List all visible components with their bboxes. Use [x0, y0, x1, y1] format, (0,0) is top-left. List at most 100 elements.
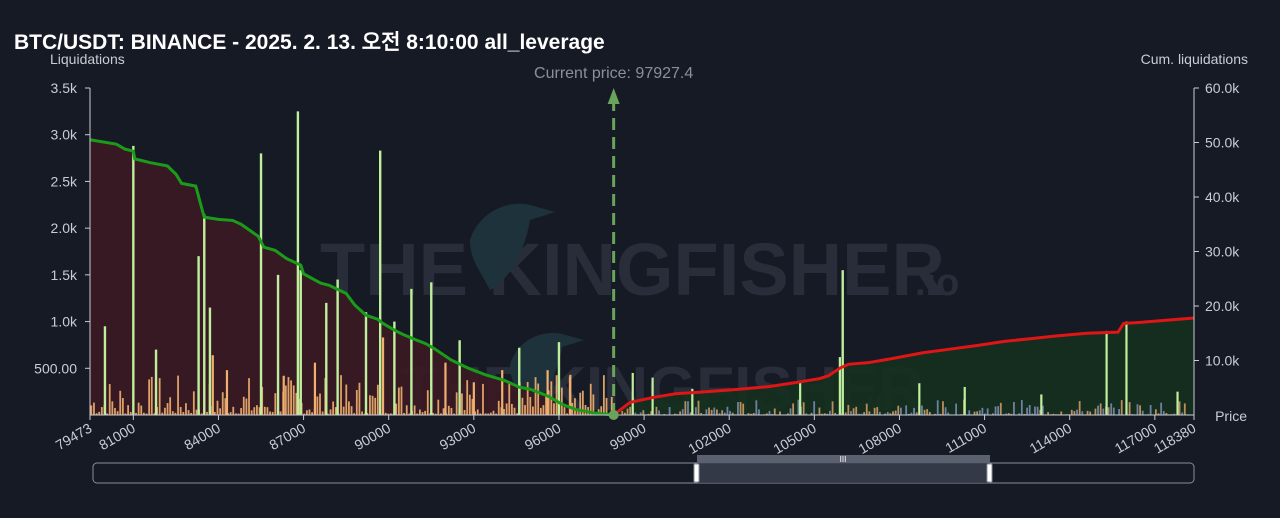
liquidation-bar — [153, 413, 156, 415]
liquidation-bar — [384, 412, 387, 415]
liquidation-bar — [563, 407, 566, 415]
liquidation-bar — [860, 413, 863, 415]
range-slider-track[interactable] — [92, 462, 1195, 484]
liquidation-bar — [876, 407, 879, 415]
cum-long-line — [89, 138, 614, 417]
liquidation-bar — [311, 412, 314, 415]
liquidation-bar — [553, 403, 555, 415]
liquidation-bar — [844, 412, 847, 415]
liquidation-bar — [319, 393, 321, 415]
range-slider-grip[interactable] — [697, 455, 990, 463]
x-axis-label: Price — [1215, 408, 1247, 424]
liquidation-bar — [106, 413, 108, 415]
liquidation-bar — [873, 407, 876, 415]
liquidation-bar — [610, 396, 613, 415]
liquidation-bar — [978, 410, 981, 415]
range-slider[interactable]: III — [92, 455, 1195, 484]
liquidation-bar — [915, 412, 918, 415]
liquidation-bar-secondary — [691, 388, 694, 415]
liquidation-bar — [142, 412, 145, 415]
liquidation-bar — [560, 387, 563, 415]
liquidation-bar — [537, 383, 540, 415]
x-tick-label: 111000 — [942, 420, 989, 456]
liquidation-bar — [432, 412, 434, 415]
liquidation-bar — [287, 377, 290, 415]
liquidation-bar-major — [557, 342, 561, 415]
liquidation-bar-secondary — [1176, 391, 1179, 415]
liquidation-bar — [148, 379, 151, 415]
liquidation-bar — [216, 400, 219, 415]
x-tick-label: 117000 — [1112, 420, 1160, 457]
liquidation-bar — [834, 413, 837, 415]
liquidation-bar — [229, 412, 232, 415]
liquidation-bar-secondary — [1105, 330, 1108, 415]
liquidation-bar — [345, 384, 348, 415]
liquidation-bar — [813, 401, 816, 415]
liquidation-bar — [108, 384, 111, 415]
left-tick-label: 500.00 — [34, 360, 77, 376]
liquidation-bar — [150, 376, 153, 415]
left-tick-label: 1.5k — [51, 267, 78, 283]
liquidation-bar — [166, 403, 169, 415]
liquidation-bar — [355, 390, 358, 415]
left-axis-label: Liquidations — [50, 51, 125, 67]
liquidation-bar — [487, 413, 490, 415]
liquidation-bar — [171, 411, 174, 415]
liquidation-bar — [516, 413, 519, 415]
liquidation-bar-secondary — [546, 370, 549, 415]
liquidation-bar-major — [458, 340, 461, 415]
liquidation-bar-major — [197, 256, 200, 415]
liquidation-bar — [863, 412, 866, 415]
range-slider-right-handle[interactable] — [986, 463, 993, 483]
liquidation-bar — [164, 407, 166, 415]
liquidation-bar — [532, 406, 534, 415]
x-tick-label: 105000 — [770, 420, 819, 457]
liquidation-bar — [1013, 402, 1015, 415]
liquidation-bar — [463, 409, 466, 415]
liquidation-bar — [395, 403, 398, 415]
liquidation-bar — [626, 408, 629, 415]
liquidation-bar — [884, 413, 887, 415]
liquidation-bar — [529, 396, 532, 415]
liquidation-bar — [440, 413, 442, 415]
liquidation-bar — [1047, 412, 1050, 415]
liquidation-bar — [721, 410, 724, 415]
range-slider-left-handle[interactable] — [693, 463, 700, 483]
liquidation-bar — [329, 409, 332, 415]
liquidation-bar — [829, 410, 831, 415]
liquidation-bar — [421, 412, 424, 415]
liquidation-bar — [1160, 402, 1163, 415]
liquidation-bar — [468, 394, 471, 415]
liquidation-bar — [723, 412, 726, 415]
liquidation-bar — [981, 407, 984, 415]
liquidation-bar — [923, 409, 926, 415]
liquidation-bar — [894, 410, 897, 415]
liquidation-bar — [768, 410, 771, 415]
liquidation-bar-secondary — [1125, 321, 1128, 415]
liquidation-bar — [127, 405, 130, 415]
right-axis-label: Cum. liquidations — [1141, 51, 1248, 67]
liquidation-bar — [1036, 406, 1039, 415]
liquidation-bar — [434, 413, 437, 415]
left-tick-label: 3.5k — [51, 80, 78, 96]
liquidation-bar — [418, 409, 421, 415]
liquidation-bar — [326, 413, 329, 415]
liquidation-bar — [687, 401, 689, 415]
liquidation-bar — [521, 397, 524, 415]
liquidation-bar — [426, 390, 429, 415]
liquidation-bar — [910, 412, 913, 415]
liquidation-bar — [305, 410, 308, 415]
liquidation-bar — [279, 411, 282, 415]
liquidation-bar — [492, 410, 495, 415]
liquidation-bar — [1018, 413, 1021, 415]
liquidation-bar — [1178, 401, 1181, 415]
liquidation-bar — [237, 413, 240, 415]
liquidation-bar — [624, 412, 626, 415]
liquidation-bar — [308, 409, 311, 415]
liquidation-bar — [579, 392, 582, 415]
liquidation-bar — [847, 404, 850, 415]
liquidation-bar — [694, 407, 697, 415]
left-tick-label: 2.0k — [51, 220, 78, 236]
liquidation-bar — [93, 402, 95, 415]
